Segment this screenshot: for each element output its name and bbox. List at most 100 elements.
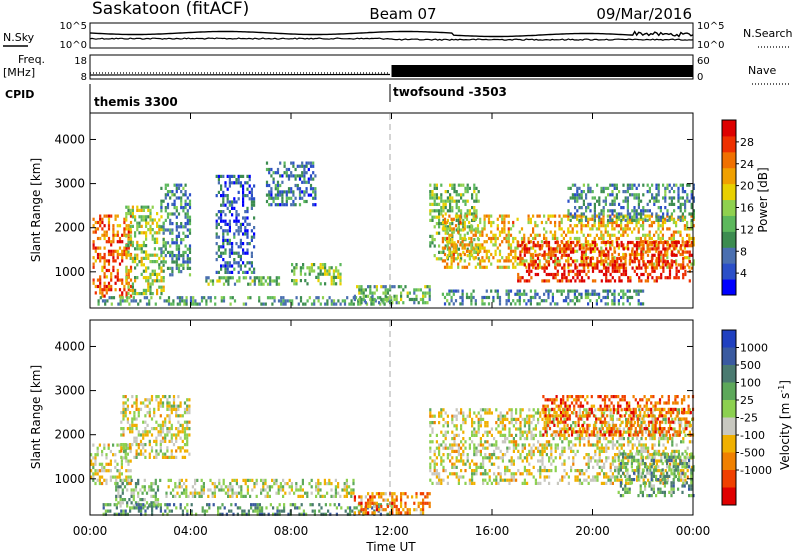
- heat-cell: [490, 481, 493, 485]
- heat-cell: [657, 183, 660, 187]
- heat-cell: [107, 503, 110, 507]
- heat-cell: [569, 256, 573, 261]
- heat-cell: [461, 292, 464, 296]
- heat-cell: [164, 503, 167, 507]
- heat-cell: [105, 259, 108, 263]
- heat-cell: [170, 509, 173, 513]
- heat-cell: [611, 243, 614, 247]
- heat-cell: [211, 282, 215, 286]
- heat-cell: [598, 224, 601, 228]
- heat-cell: [116, 272, 119, 276]
- heat-cell: [375, 288, 378, 292]
- heat-cell: [164, 196, 167, 200]
- heat-cell: [600, 224, 603, 228]
- heat-cell: [157, 401, 160, 405]
- heat-cell: [242, 190, 245, 194]
- heat-cell: [595, 243, 598, 247]
- heat-cell: [233, 206, 236, 210]
- heat-cell: [127, 268, 130, 273]
- heat-cell: [133, 506, 136, 510]
- heat-cell: [463, 236, 466, 241]
- heat-cell: [580, 269, 584, 273]
- heat-cell: [138, 224, 141, 228]
- heat-cell: [484, 446, 487, 450]
- heat-cell: [378, 492, 381, 496]
- heat-cell: [600, 240, 603, 245]
- heat-cell: [136, 292, 139, 296]
- heat-cell: [136, 247, 139, 251]
- heat-cell: [598, 253, 601, 257]
- heat-cell: [151, 221, 154, 225]
- heat-cell: [675, 246, 678, 250]
- heat-cell: [212, 503, 215, 507]
- heat-cell: [169, 250, 172, 254]
- heat-cell: [613, 220, 616, 225]
- heat-cell: [463, 252, 466, 257]
- heat-cell: [358, 297, 361, 302]
- heat-cell: [244, 276, 248, 280]
- heat-cell: [490, 240, 493, 244]
- heat-cell: [692, 212, 695, 216]
- heat-cell: [611, 292, 614, 296]
- heat-cell: [114, 249, 117, 253]
- heat-cell: [107, 281, 111, 285]
- heat-cell: [565, 244, 568, 248]
- heat-cell: [173, 206, 176, 210]
- heat-cell: [150, 485, 153, 489]
- heat-cell: [648, 186, 651, 190]
- heat-cell: [99, 252, 102, 257]
- heat-cell: [213, 494, 216, 498]
- heat-cell: [378, 301, 381, 305]
- heat-cell: [155, 395, 158, 399]
- heat-cell: [260, 302, 263, 306]
- heat-cell: [380, 297, 383, 302]
- heat-cell: [573, 249, 576, 253]
- heat-cell: [509, 249, 513, 253]
- heat-cell: [578, 240, 581, 244]
- heat-cell: [602, 266, 606, 270]
- heat-cell: [192, 296, 195, 300]
- heat-cell: [309, 187, 313, 191]
- heat-cell: [494, 243, 497, 247]
- heat-cell: [485, 249, 488, 253]
- heat-cell: [609, 272, 612, 277]
- heat-cell: [127, 285, 130, 289]
- heat-cell: [272, 180, 275, 184]
- heat-cell: [551, 236, 554, 241]
- heat-cell: [352, 482, 355, 486]
- heat-cell: [635, 252, 638, 257]
- heat-cell: [127, 282, 130, 286]
- heat-cell: [624, 227, 627, 231]
- heat-cell: [90, 469, 93, 473]
- heat-cell: [490, 220, 493, 225]
- heat-cell: [244, 194, 247, 198]
- heat-cell: [177, 263, 181, 267]
- heat-cell: [172, 433, 176, 437]
- heat-cell: [604, 256, 607, 260]
- heat-cell: [635, 250, 639, 254]
- heat-cell: [536, 302, 539, 306]
- heat-cell: [254, 509, 257, 513]
- heat-cell: [181, 439, 184, 443]
- heat-cell: [292, 190, 295, 194]
- heat-cell: [129, 237, 132, 241]
- heat-cell: [170, 407, 173, 411]
- heat-cell: [468, 241, 471, 245]
- heat-cell: [402, 288, 405, 292]
- heat-cell: [655, 196, 658, 200]
- heat-cell: [552, 250, 555, 254]
- heat-cell: [143, 485, 146, 489]
- heat-cell: [96, 469, 99, 473]
- heat-cell: [226, 197, 229, 201]
- heat-cell: [465, 265, 469, 269]
- heat-cell: [134, 247, 137, 251]
- heat-cell: [677, 230, 680, 234]
- heat-cell: [334, 494, 337, 498]
- heat-cell: [185, 485, 188, 489]
- heat-cell: [227, 279, 230, 283]
- heat-cell: [589, 263, 592, 267]
- heat-cell: [127, 292, 130, 296]
- heat-cell: [567, 209, 570, 213]
- heat-cell: [536, 272, 540, 277]
- heat-cell: [591, 227, 594, 231]
